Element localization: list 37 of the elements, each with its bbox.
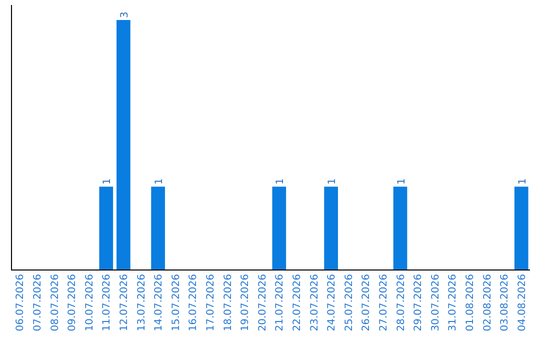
data-label: 1 bbox=[102, 178, 114, 185]
x-tick-label: 08.07.2026 bbox=[50, 274, 61, 332]
x-tick-label: 14.07.2026 bbox=[154, 274, 165, 332]
x-tick-label: 27.07.2026 bbox=[378, 274, 390, 332]
x-tick-label: 17.07.2026 bbox=[205, 274, 216, 332]
x-tick-label: 15.07.2026 bbox=[170, 274, 182, 332]
x-tick-label: 23.07.2026 bbox=[309, 274, 320, 332]
x-tick-label: 09.07.2026 bbox=[67, 274, 78, 332]
x-tick-label: 25.07.2026 bbox=[344, 274, 355, 332]
data-label: 3 bbox=[119, 12, 130, 18]
x-tick-label: 21.07.2026 bbox=[274, 274, 286, 332]
x-tick-label: 02.08.2026 bbox=[482, 274, 494, 332]
data-label: 1 bbox=[517, 178, 528, 185]
x-tick-label: 07.07.2026 bbox=[32, 274, 44, 332]
x-tick-label: 10.07.2026 bbox=[84, 274, 96, 332]
x-tick-label: 28.07.2026 bbox=[396, 274, 407, 332]
x-tick-label: 26.07.2026 bbox=[361, 274, 372, 332]
x-tick-label: 04.08.2026 bbox=[516, 274, 528, 332]
x-tick-label: 31.07.2026 bbox=[448, 274, 459, 332]
x-tick-label: 03.08.2026 bbox=[500, 274, 511, 332]
x-tick-label: 29.07.2026 bbox=[413, 274, 424, 332]
data-label: 1 bbox=[327, 178, 338, 185]
x-tick-label: 06.07.2026 bbox=[15, 274, 26, 332]
x-tick-label: 18.07.2026 bbox=[222, 274, 234, 332]
data-label: 1 bbox=[275, 178, 286, 185]
x-tick-label: 19.07.2026 bbox=[240, 274, 252, 332]
data-label: 1 bbox=[154, 178, 166, 185]
x-tick-label: 01.08.2026 bbox=[464, 274, 476, 332]
x-tick-label: 30.07.2026 bbox=[430, 274, 442, 332]
x-tick-label: 12.07.2026 bbox=[118, 274, 130, 332]
x-tick-label: 20.07.2026 bbox=[257, 274, 268, 332]
x-tick-label: 16.07.2026 bbox=[188, 274, 200, 332]
data-label: 1 bbox=[396, 178, 408, 185]
x-tick-label: 11.07.2026 bbox=[102, 274, 113, 332]
x-tick-label: 24.07.2026 bbox=[326, 274, 338, 332]
x-tick-label: 13.07.2026 bbox=[136, 274, 148, 332]
x-tick-label: 22.07.2026 bbox=[292, 274, 303, 332]
